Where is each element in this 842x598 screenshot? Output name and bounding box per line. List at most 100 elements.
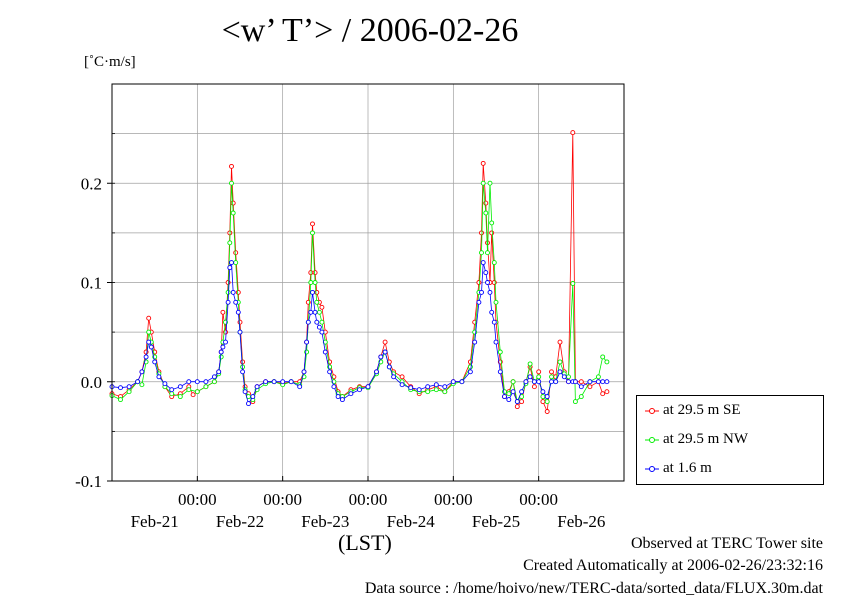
series-point-2 bbox=[143, 354, 149, 360]
x-time-label: 00:00 bbox=[434, 490, 473, 509]
series-point-2 bbox=[467, 369, 473, 375]
series-point-0 bbox=[233, 250, 239, 256]
series-point-1 bbox=[497, 349, 503, 355]
series-point-2 bbox=[240, 369, 246, 375]
series-point-2 bbox=[152, 359, 158, 365]
series-point-0 bbox=[230, 200, 236, 206]
legend-item-nw: at 29.5 m NW bbox=[645, 431, 748, 448]
series-point-2 bbox=[514, 399, 520, 405]
series-point-2 bbox=[335, 394, 341, 400]
series-point-2 bbox=[536, 379, 542, 385]
x-date-label: Feb-22 bbox=[216, 512, 264, 531]
series-point-2 bbox=[186, 379, 192, 385]
chart-title: <w’ T’> / 2006-02-26 bbox=[221, 12, 519, 49]
series-point-2 bbox=[442, 384, 448, 390]
series-point-0 bbox=[570, 130, 576, 136]
series-point-0 bbox=[514, 404, 520, 410]
series-point-1 bbox=[600, 354, 606, 360]
series-point-2 bbox=[314, 319, 320, 325]
series-point-1 bbox=[572, 399, 578, 405]
series-point-1 bbox=[433, 387, 439, 393]
series-point-1 bbox=[510, 379, 516, 385]
series-point-2 bbox=[331, 384, 337, 390]
series-point-1 bbox=[604, 359, 610, 365]
series-point-2 bbox=[246, 401, 251, 407]
series-point-2 bbox=[135, 379, 141, 385]
series-point-2 bbox=[408, 385, 414, 391]
series-point-2 bbox=[604, 379, 610, 385]
x-date-label: Feb-26 bbox=[557, 512, 605, 531]
series-point-2 bbox=[235, 309, 241, 315]
series-point-2 bbox=[519, 389, 525, 395]
series-point-2 bbox=[271, 379, 277, 385]
series-point-2 bbox=[450, 379, 456, 385]
series-point-2 bbox=[139, 369, 145, 375]
series-point-2 bbox=[216, 369, 222, 375]
x-time-label: 00:00 bbox=[263, 490, 302, 509]
series-point-0 bbox=[531, 384, 537, 390]
series-point-2 bbox=[476, 299, 482, 305]
series-point-2 bbox=[557, 369, 563, 375]
series-point-2 bbox=[480, 260, 486, 266]
series-point-2 bbox=[531, 379, 537, 385]
series-point-1 bbox=[139, 382, 145, 388]
series-point-2 bbox=[572, 379, 578, 385]
y-axis-unit-label: [˚C·m/s] bbox=[84, 54, 136, 70]
series-point-2 bbox=[553, 379, 559, 385]
series-point-2 bbox=[146, 339, 152, 345]
series-point-1 bbox=[578, 394, 584, 400]
series-point-2 bbox=[211, 374, 217, 380]
series-point-2 bbox=[510, 389, 516, 395]
series-point-1 bbox=[233, 260, 239, 266]
series-point-1 bbox=[304, 349, 310, 355]
series-point-2 bbox=[489, 309, 495, 315]
series-point-2 bbox=[416, 387, 422, 393]
series-point-2 bbox=[304, 339, 310, 345]
series-point-1 bbox=[126, 389, 132, 395]
series-point-0 bbox=[237, 319, 243, 325]
series-point-0 bbox=[600, 391, 606, 397]
series-point-2 bbox=[280, 379, 286, 385]
series-point-2 bbox=[502, 394, 507, 400]
series-point-1 bbox=[489, 220, 495, 226]
series-point-2 bbox=[305, 319, 311, 325]
series-point-2 bbox=[233, 299, 239, 305]
series-point-1 bbox=[442, 389, 448, 395]
series-point-0 bbox=[146, 315, 152, 321]
series-point-1 bbox=[536, 374, 542, 380]
series-point-2 bbox=[223, 339, 228, 345]
series-point-1 bbox=[467, 364, 473, 370]
series-point-1 bbox=[314, 299, 320, 305]
series-point-2 bbox=[220, 344, 226, 350]
series-point-1 bbox=[186, 387, 192, 393]
series-point-2 bbox=[118, 385, 123, 391]
series-point-2 bbox=[506, 397, 512, 403]
series-point-1 bbox=[480, 180, 486, 186]
series-point-0 bbox=[480, 160, 486, 166]
series-point-2 bbox=[237, 329, 243, 335]
series-point-1 bbox=[203, 384, 209, 390]
series-point-2 bbox=[357, 387, 362, 393]
series-point-1 bbox=[230, 210, 236, 216]
series-point-2 bbox=[297, 384, 303, 390]
series-point-1 bbox=[557, 359, 563, 365]
series-point-0 bbox=[476, 280, 482, 285]
series-point-1 bbox=[225, 289, 231, 295]
series-point-2 bbox=[250, 394, 256, 400]
series-point-2 bbox=[493, 339, 499, 345]
series-point-1 bbox=[527, 361, 533, 367]
series-point-2 bbox=[319, 329, 325, 335]
legend-item-1-6m: at 1.6 m bbox=[645, 460, 712, 477]
series-point-2 bbox=[600, 379, 606, 385]
series-point-2 bbox=[483, 270, 489, 276]
series-point-2 bbox=[578, 384, 584, 390]
series-point-0 bbox=[557, 339, 563, 345]
footer-created-timestamp: Created Automatically at 2006-02-26/23:3… bbox=[523, 557, 823, 574]
series-point-2 bbox=[218, 349, 224, 355]
series-point-2 bbox=[227, 265, 233, 271]
series-point-2 bbox=[595, 379, 601, 385]
footer-observed-site: Observed at TERC Tower site bbox=[630, 535, 823, 552]
series-point-0 bbox=[319, 304, 325, 310]
series-point-0 bbox=[190, 392, 196, 398]
series-point-0 bbox=[382, 339, 388, 345]
